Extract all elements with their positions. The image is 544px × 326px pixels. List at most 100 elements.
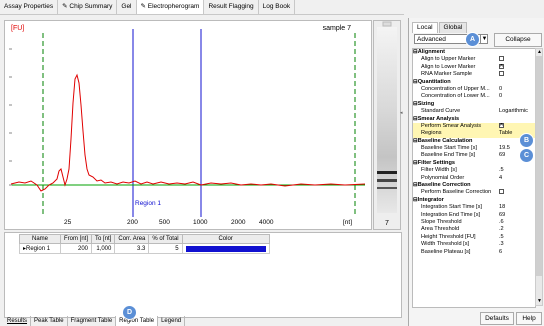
- collapse-toggle-icon[interactable]: ⊟: [413, 115, 418, 122]
- tab-region-table[interactable]: Region Table: [116, 316, 159, 326]
- property-value[interactable]: .6: [499, 218, 504, 225]
- splitter-arrow-icon[interactable]: ◂: [400, 110, 403, 116]
- section-header[interactable]: ⊟ Quantitation: [413, 79, 535, 86]
- tab-legend[interactable]: Legend: [158, 316, 186, 326]
- tab-assay-properties[interactable]: Assay Properties: [0, 0, 59, 14]
- property-value[interactable]: [497, 189, 535, 196]
- column-header[interactable]: Name: [19, 234, 61, 244]
- color-swatch[interactable]: [185, 245, 266, 252]
- property-value[interactable]: .3: [499, 241, 504, 248]
- column-header[interactable]: From [nt]: [59, 234, 93, 244]
- column-header[interactable]: % of Total: [148, 234, 183, 244]
- collapse-toggle-icon[interactable]: ⊟: [413, 196, 418, 203]
- property-value[interactable]: 6: [499, 248, 503, 255]
- property-row[interactable]: Standard Curve Logarithmic: [413, 108, 535, 115]
- collapse-toggle-icon[interactable]: ⊟: [413, 182, 418, 189]
- color-cell[interactable]: [181, 243, 270, 254]
- property-value[interactable]: .5: [499, 167, 504, 174]
- property-checkbox[interactable]: [499, 71, 504, 77]
- property-value[interactable]: .5: [499, 233, 504, 240]
- section-header[interactable]: ⊟ Baseline Correction: [413, 182, 535, 189]
- tab-global[interactable]: Global: [438, 22, 468, 33]
- property-value[interactable]: 69: [499, 211, 506, 218]
- tab-local[interactable]: Local: [412, 22, 438, 33]
- scroll-up-icon[interactable]: ▲: [537, 49, 542, 55]
- property-value[interactable]: [497, 56, 535, 63]
- property-value[interactable]: Logarithmic: [499, 108, 528, 115]
- property-row[interactable]: Height Threshold [FU] .5: [413, 234, 535, 241]
- lane-selector[interactable]: [382, 21, 392, 27]
- tab-chip-summary[interactable]: ✎ Chip Summary: [58, 0, 118, 14]
- collapse-toggle-icon[interactable]: ⊟: [413, 49, 418, 55]
- table-row[interactable]: ▸Region 1 200 1,000 3.3 5: [19, 243, 270, 254]
- property-name: Baseline Start Time [s]: [421, 145, 477, 152]
- mode-dropdown[interactable]: Advanced: [414, 34, 488, 44]
- property-row[interactable]: Baseline Plateau [s] 6: [413, 249, 535, 256]
- collapse-toggle-icon[interactable]: ⊟: [413, 78, 418, 85]
- property-row[interactable]: Area Threshold .2: [413, 226, 535, 233]
- property-row[interactable]: Baseline End Time [s] 69: [413, 152, 535, 159]
- property-value[interactable]: Table: [499, 130, 513, 137]
- property-row[interactable]: Width Threshold [s] .3: [413, 241, 535, 248]
- tab-result-flagging[interactable]: Result Flagging: [204, 0, 259, 14]
- region-name-cell[interactable]: ▸Region 1: [19, 243, 61, 254]
- property-value[interactable]: 69: [499, 152, 506, 159]
- property-value[interactable]: [497, 64, 535, 71]
- property-row[interactable]: Align to Upper Marker: [413, 56, 535, 63]
- property-value[interactable]: .2: [499, 226, 504, 233]
- column-header[interactable]: To [nt]: [91, 234, 116, 244]
- electropherogram-plot[interactable]: [FU] sample 7 Region 1 25 200 500 1000 2…: [4, 20, 372, 230]
- tab-gel[interactable]: Gel: [117, 0, 137, 14]
- from-cell[interactable]: 200: [59, 243, 93, 254]
- scroll-down-icon[interactable]: ▼: [537, 298, 542, 304]
- property-value[interactable]: 0: [499, 85, 503, 92]
- tab-log-book[interactable]: Log Book: [259, 0, 296, 14]
- property-row[interactable]: Integration Start Time [s] 18: [413, 204, 535, 211]
- property-row[interactable]: Concentration of Lower M... 0: [413, 93, 535, 100]
- to-cell[interactable]: 1,000: [91, 243, 116, 254]
- property-row[interactable]: Perform Smear Analysis: [413, 122, 535, 131]
- tab-peak-table[interactable]: Peak Table: [31, 316, 68, 326]
- section-header[interactable]: ⊟ Alignment: [413, 49, 535, 56]
- section-header[interactable]: ⊟ Sizing: [413, 101, 535, 108]
- property-name: Standard Curve: [421, 108, 461, 115]
- property-checkbox[interactable]: [499, 189, 504, 195]
- collapse-button[interactable]: Collapse: [494, 33, 542, 47]
- tab-results[interactable]: Results: [4, 316, 32, 326]
- section-header[interactable]: ⊟ Smear Analysis: [413, 116, 535, 123]
- collapse-toggle-icon[interactable]: ⊟: [413, 100, 418, 107]
- property-row[interactable]: Regions Table: [413, 130, 535, 138]
- property-row[interactable]: Perform Baseline Correction: [413, 189, 535, 196]
- column-header[interactable]: Corr. Area: [114, 234, 150, 244]
- property-value[interactable]: [497, 123, 535, 130]
- collapse-toggle-icon[interactable]: ⊟: [413, 137, 418, 144]
- property-value[interactable]: 0: [499, 93, 503, 100]
- property-checkbox[interactable]: [499, 64, 504, 70]
- tab-fragment-table[interactable]: Fragment Table: [68, 316, 117, 326]
- property-value[interactable]: 19.5: [499, 145, 510, 152]
- property-value[interactable]: 18: [499, 204, 506, 211]
- gel-lane-thumbnail[interactable]: 7: [373, 20, 401, 230]
- property-row[interactable]: RNA Marker Sample: [413, 71, 535, 78]
- section-header[interactable]: ⊟ Integrator: [413, 197, 535, 204]
- section-header[interactable]: ⊟ Baseline Calculation: [413, 138, 535, 145]
- property-row[interactable]: Integration End Time [s] 69: [413, 212, 535, 219]
- property-checkbox[interactable]: [499, 56, 504, 62]
- property-row[interactable]: Slope Threshold .6: [413, 219, 535, 226]
- property-checkbox[interactable]: [499, 123, 504, 129]
- property-value[interactable]: [497, 71, 535, 78]
- property-row[interactable]: Filter Width [s] .5: [413, 167, 535, 174]
- chevron-down-icon[interactable]: ▼: [480, 34, 488, 44]
- scrollbar-thumb[interactable]: [536, 56, 542, 276]
- property-row[interactable]: Polynomial Order 4: [413, 175, 535, 182]
- property-row[interactable]: Baseline Start Time [s] 19.5: [413, 145, 535, 152]
- section-header[interactable]: ⊟ Filter Settings: [413, 160, 535, 167]
- property-row[interactable]: Concentration of Upper M... 0: [413, 86, 535, 93]
- tab-electropherogram[interactable]: ✎ Electropherogram: [136, 0, 205, 14]
- collapse-toggle-icon[interactable]: ⊟: [413, 159, 418, 166]
- property-row[interactable]: Align to Lower Marker: [413, 64, 535, 71]
- defaults-button[interactable]: Defaults: [480, 312, 514, 325]
- column-header[interactable]: Color: [181, 234, 270, 244]
- help-button[interactable]: Help: [516, 312, 542, 325]
- property-value[interactable]: 4: [499, 174, 503, 181]
